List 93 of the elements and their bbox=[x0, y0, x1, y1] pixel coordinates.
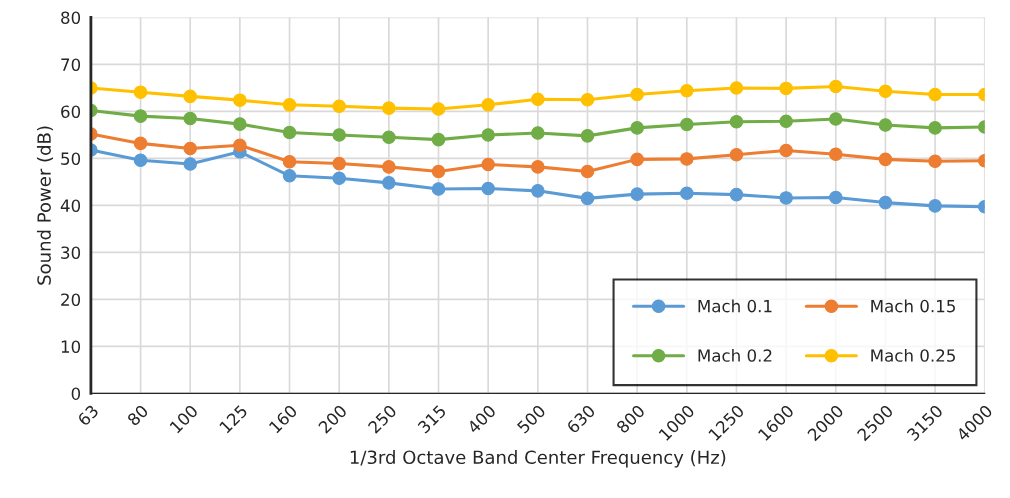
point bbox=[779, 81, 793, 96]
legend-label: Mach 0.25 bbox=[871, 348, 955, 362]
y-tick-label: 50 bbox=[61, 152, 81, 165]
x-tick-label: 400 bbox=[466, 404, 497, 435]
y-tick-label: 40 bbox=[60, 199, 81, 212]
point bbox=[431, 132, 446, 147]
y-tick-label: 30 bbox=[61, 246, 81, 259]
point bbox=[779, 191, 793, 205]
point bbox=[481, 181, 495, 196]
x-tick-label: 200 bbox=[317, 404, 348, 434]
point bbox=[382, 160, 396, 174]
y-tick-label: 60 bbox=[61, 105, 81, 118]
point bbox=[531, 184, 545, 198]
point bbox=[431, 182, 446, 196]
point bbox=[282, 98, 297, 112]
point bbox=[878, 84, 893, 98]
point bbox=[282, 169, 297, 183]
point bbox=[779, 143, 793, 158]
x-tick-label: 630 bbox=[566, 404, 596, 434]
point bbox=[928, 154, 942, 169]
point bbox=[133, 153, 148, 168]
y-tick-label: 70 bbox=[61, 58, 81, 71]
point bbox=[779, 114, 793, 129]
point bbox=[878, 195, 893, 210]
point bbox=[233, 138, 247, 153]
x-tick-label: 250 bbox=[367, 404, 398, 434]
point bbox=[878, 152, 893, 167]
point bbox=[183, 157, 197, 171]
point bbox=[183, 141, 197, 156]
point bbox=[729, 187, 744, 202]
point bbox=[630, 121, 644, 135]
point bbox=[531, 160, 545, 174]
point bbox=[431, 102, 446, 116]
point bbox=[729, 115, 744, 129]
point bbox=[829, 79, 843, 94]
point bbox=[680, 152, 694, 166]
point bbox=[580, 164, 595, 179]
point bbox=[133, 109, 148, 123]
point bbox=[183, 89, 197, 104]
point bbox=[829, 147, 843, 161]
y-tick-label: 10 bbox=[61, 340, 81, 353]
point bbox=[580, 191, 595, 206]
x-tick-label: 100 bbox=[169, 404, 199, 434]
point bbox=[332, 128, 346, 142]
point bbox=[233, 93, 247, 107]
x-tick-label: 500 bbox=[516, 404, 547, 434]
y-axis-title: Sound Power (dB) bbox=[36, 126, 54, 285]
point bbox=[382, 101, 396, 115]
legend-label: Mach 0.2 bbox=[698, 348, 772, 362]
point bbox=[580, 92, 595, 107]
point bbox=[233, 117, 247, 131]
point bbox=[630, 87, 644, 102]
point bbox=[878, 118, 893, 132]
x-tick-label: 800 bbox=[615, 404, 646, 434]
point bbox=[481, 157, 495, 172]
point bbox=[729, 147, 744, 162]
point bbox=[928, 199, 942, 213]
point bbox=[382, 130, 396, 145]
y-tick-label: 80 bbox=[61, 11, 81, 24]
point bbox=[481, 128, 495, 142]
point bbox=[332, 156, 346, 171]
point bbox=[630, 187, 644, 201]
point bbox=[580, 129, 595, 143]
point bbox=[680, 117, 694, 132]
x-tick-label: 125 bbox=[218, 404, 248, 434]
x-tick-label: 63 bbox=[76, 404, 100, 427]
point bbox=[829, 190, 843, 205]
point bbox=[531, 126, 545, 140]
point bbox=[680, 83, 694, 98]
legend-label: Mach 0.1 bbox=[698, 299, 772, 313]
x-axis-title: 1/3rd Octave Band Center Frequency (Hz) bbox=[350, 450, 726, 468]
point bbox=[431, 164, 446, 179]
point bbox=[680, 186, 694, 200]
point bbox=[928, 121, 942, 135]
point bbox=[332, 171, 346, 185]
point bbox=[729, 81, 744, 95]
legend-label: Mach 0.15 bbox=[871, 299, 955, 313]
point bbox=[531, 92, 545, 106]
point bbox=[183, 111, 197, 126]
point bbox=[133, 136, 148, 151]
point bbox=[829, 112, 843, 126]
x-tick-label: 160 bbox=[268, 404, 298, 434]
point bbox=[382, 176, 396, 190]
point bbox=[481, 98, 495, 112]
y-tick-label: 20 bbox=[61, 293, 81, 306]
x-tick-label: 80 bbox=[126, 404, 149, 427]
point bbox=[630, 152, 644, 167]
point bbox=[282, 154, 297, 169]
point bbox=[332, 99, 346, 114]
y-tick-label: 0 bbox=[71, 387, 81, 400]
point bbox=[282, 125, 297, 140]
point bbox=[133, 85, 148, 99]
point bbox=[928, 87, 942, 102]
